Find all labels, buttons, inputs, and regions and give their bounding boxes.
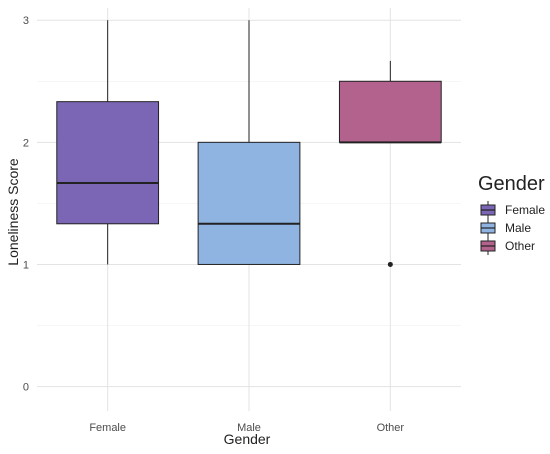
legend-item-male: Male bbox=[480, 219, 531, 237]
y-tick-label: 3 bbox=[23, 15, 29, 27]
y-tick-label: 0 bbox=[23, 382, 29, 394]
legend-label: Female bbox=[505, 203, 545, 217]
boxes bbox=[56, 20, 442, 267]
y-tick-label: 2 bbox=[23, 137, 29, 149]
legend: Gender Female Male Other bbox=[478, 173, 545, 255]
y-axis-label: Loneliness Score bbox=[5, 158, 21, 266]
legend-label: Male bbox=[505, 221, 531, 235]
y-tick-label: 1 bbox=[23, 259, 29, 271]
box-male bbox=[197, 20, 301, 265]
outlier-point bbox=[387, 261, 393, 267]
box-iqr bbox=[338, 80, 442, 143]
box-iqr bbox=[197, 141, 301, 265]
x-tick-label: Other bbox=[377, 422, 405, 434]
x-axis-label: Gender bbox=[224, 431, 271, 447]
legend-label: Other bbox=[505, 239, 535, 253]
legend-title: Gender bbox=[478, 173, 545, 195]
x-tick-label: Male bbox=[237, 422, 261, 434]
box-iqr bbox=[56, 101, 160, 225]
axes: 0 1 2 3 Female Male Other bbox=[23, 15, 405, 434]
box-other bbox=[338, 60, 442, 267]
legend-items: Female Male Other bbox=[480, 201, 545, 255]
legend-item-female: Female bbox=[480, 201, 545, 219]
x-tick-label: Female bbox=[89, 422, 126, 434]
box-female bbox=[56, 20, 160, 265]
legend-item-other: Other bbox=[480, 237, 535, 255]
